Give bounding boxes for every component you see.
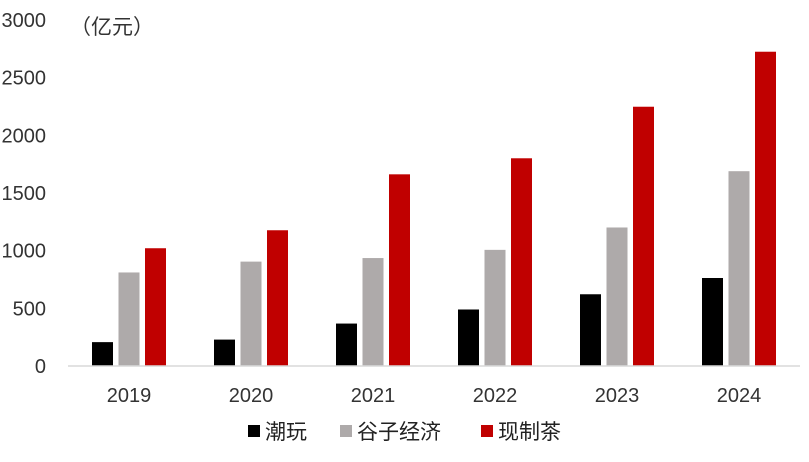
legend: 潮玩 谷子经济 现制茶 — [248, 420, 561, 444]
x-tick-label: 2022 — [473, 385, 518, 407]
bar-2023-series-3 — [633, 106, 654, 366]
y-tick-label: 2500 — [2, 68, 47, 90]
legend-swatch — [340, 425, 352, 437]
legend-swatch — [481, 425, 493, 437]
x-tick-label: 2019 — [107, 385, 152, 407]
bar-2024-series-3 — [755, 51, 776, 366]
y-tick-label: 1000 — [2, 241, 47, 263]
x-tick-label: 2024 — [717, 385, 762, 407]
y-tick-label: 0 — [35, 356, 46, 378]
bar-2021-series-1 — [336, 323, 357, 366]
x-axis: 2019 2020 2021 2022 2023 2024 — [107, 385, 762, 407]
bars — [92, 51, 776, 366]
y-tick-label: 1500 — [2, 183, 47, 205]
bar-2023-series-1 — [580, 294, 601, 366]
bar-2021-series-3 — [389, 174, 410, 366]
bar-2019-series-2 — [118, 272, 140, 366]
bar-2023-series-2 — [606, 227, 628, 366]
y-tick-label: 3000 — [2, 10, 47, 32]
unit-label: （亿元） — [70, 15, 154, 39]
x-tick-label: 2023 — [595, 385, 640, 407]
legend-label: 潮玩 — [265, 420, 307, 444]
bar-2021-series-2 — [362, 258, 384, 366]
bar-2022-series-1 — [458, 309, 479, 366]
y-axis: 0 500 1000 1500 2000 2500 3000 — [2, 10, 47, 378]
bar-2024-series-1 — [702, 278, 723, 366]
bar-2019-series-1 — [92, 342, 113, 366]
bar-2022-series-2 — [484, 249, 506, 366]
y-tick-label: 500 — [13, 298, 46, 320]
x-tick-label: 2020 — [229, 385, 274, 407]
legend-label: 谷子经济 — [357, 420, 441, 444]
x-tick-label: 2021 — [351, 385, 396, 407]
y-tick-label: 2000 — [2, 125, 47, 147]
bar-2020-series-3 — [267, 230, 288, 366]
bar-2022-series-3 — [511, 158, 532, 366]
legend-swatch — [248, 425, 260, 437]
legend-label: 现制茶 — [498, 420, 561, 444]
bar-2019-series-3 — [145, 248, 166, 366]
bar-2024-series-2 — [728, 171, 750, 366]
bar-2020-series-2 — [240, 261, 262, 366]
bar-2020-series-1 — [214, 339, 235, 366]
